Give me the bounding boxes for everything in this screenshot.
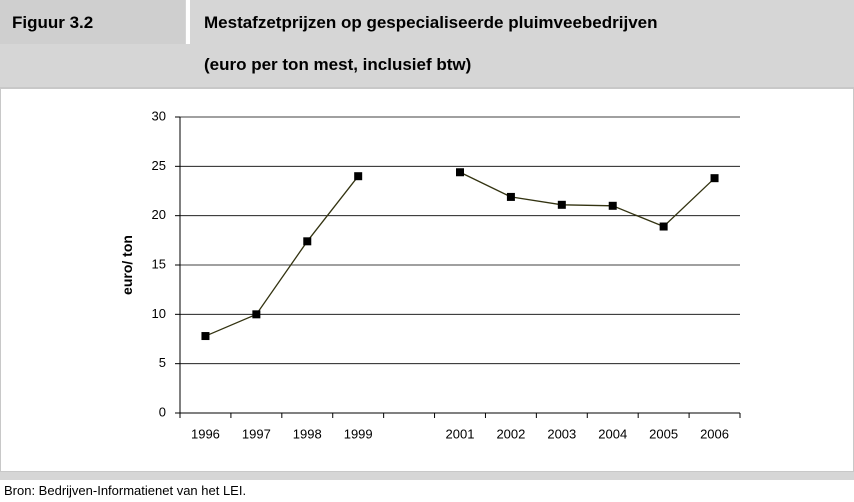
y-tick-label: 30 (152, 108, 166, 123)
x-tick-label: 2005 (649, 426, 678, 441)
x-tick-label: 1996 (191, 426, 220, 441)
x-tick-label: 2001 (446, 426, 475, 441)
x-tick-label: 1998 (293, 426, 322, 441)
y-tick-label: 25 (152, 158, 166, 173)
chart-title: Mestafzetprijzen op gespecialiseerde plu… (204, 13, 658, 32)
x-tick-label: 1999 (344, 426, 373, 441)
marker (201, 332, 210, 341)
footer-band (0, 472, 854, 480)
marker (252, 310, 261, 319)
marker (557, 200, 566, 209)
marker (456, 168, 464, 177)
source: Bron: Bedrijven-Informatienet van het LE… (4, 483, 246, 498)
y-tick-label: 15 (152, 256, 166, 271)
x-tick-label: 2006 (700, 426, 729, 441)
y-tick-label: 5 (159, 355, 166, 370)
marker (303, 237, 312, 246)
label-cell (0, 0, 185, 44)
y-tick-label: 10 (152, 306, 166, 321)
chart-subtitle: (euro per ton mest, inclusief btw) (204, 55, 471, 74)
y-tick-label: 0 (159, 404, 166, 419)
y-tick-label: 20 (152, 207, 166, 222)
x-tick-label: 2003 (547, 426, 576, 441)
marker (608, 201, 617, 210)
line (205, 171, 715, 337)
x-tick-label: 2002 (496, 426, 525, 441)
y-axis-label: euro/ ton (119, 235, 135, 295)
marker (354, 172, 363, 181)
marker (710, 174, 719, 183)
x-tick-label: 1997 (242, 426, 271, 441)
figure-label: Figuur 3.2 (12, 13, 93, 32)
marker (659, 222, 668, 231)
x-tick-label: 2004 (598, 426, 627, 441)
marker (506, 192, 515, 201)
